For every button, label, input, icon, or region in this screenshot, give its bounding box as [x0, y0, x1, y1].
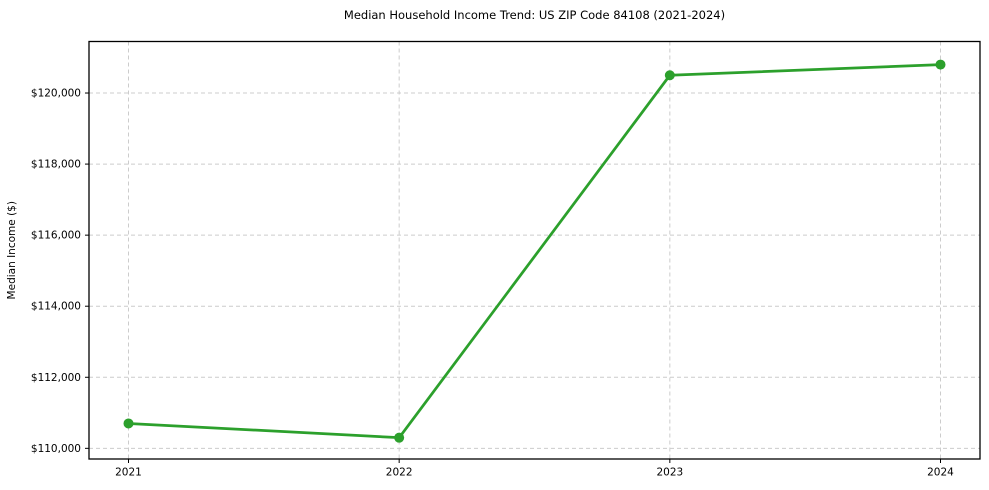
data-point — [664, 70, 675, 81]
y-tick-label: $114,000 — [31, 301, 81, 313]
x-tick-label: 2024 — [927, 467, 954, 479]
chart-title: Median Household Income Trend: US ZIP Co… — [343, 8, 726, 22]
y-tick-label: $118,000 — [31, 159, 81, 171]
axes-frame — [88, 40, 981, 460]
y-tick-label: $110,000 — [31, 443, 81, 455]
y-tick-label: $116,000 — [31, 230, 81, 242]
y-tick-label: $112,000 — [31, 372, 81, 384]
data-point — [394, 432, 405, 443]
x-tick-label: 2021 — [115, 467, 142, 479]
data-line — [127, 63, 942, 440]
x-tick-label: 2023 — [656, 467, 683, 479]
data-point — [123, 418, 134, 429]
y-tick-label: $120,000 — [31, 88, 81, 100]
x-tick-label: 2022 — [386, 467, 413, 479]
data-point — [935, 59, 946, 70]
y-axis-label: Median Income ($) — [6, 201, 18, 299]
